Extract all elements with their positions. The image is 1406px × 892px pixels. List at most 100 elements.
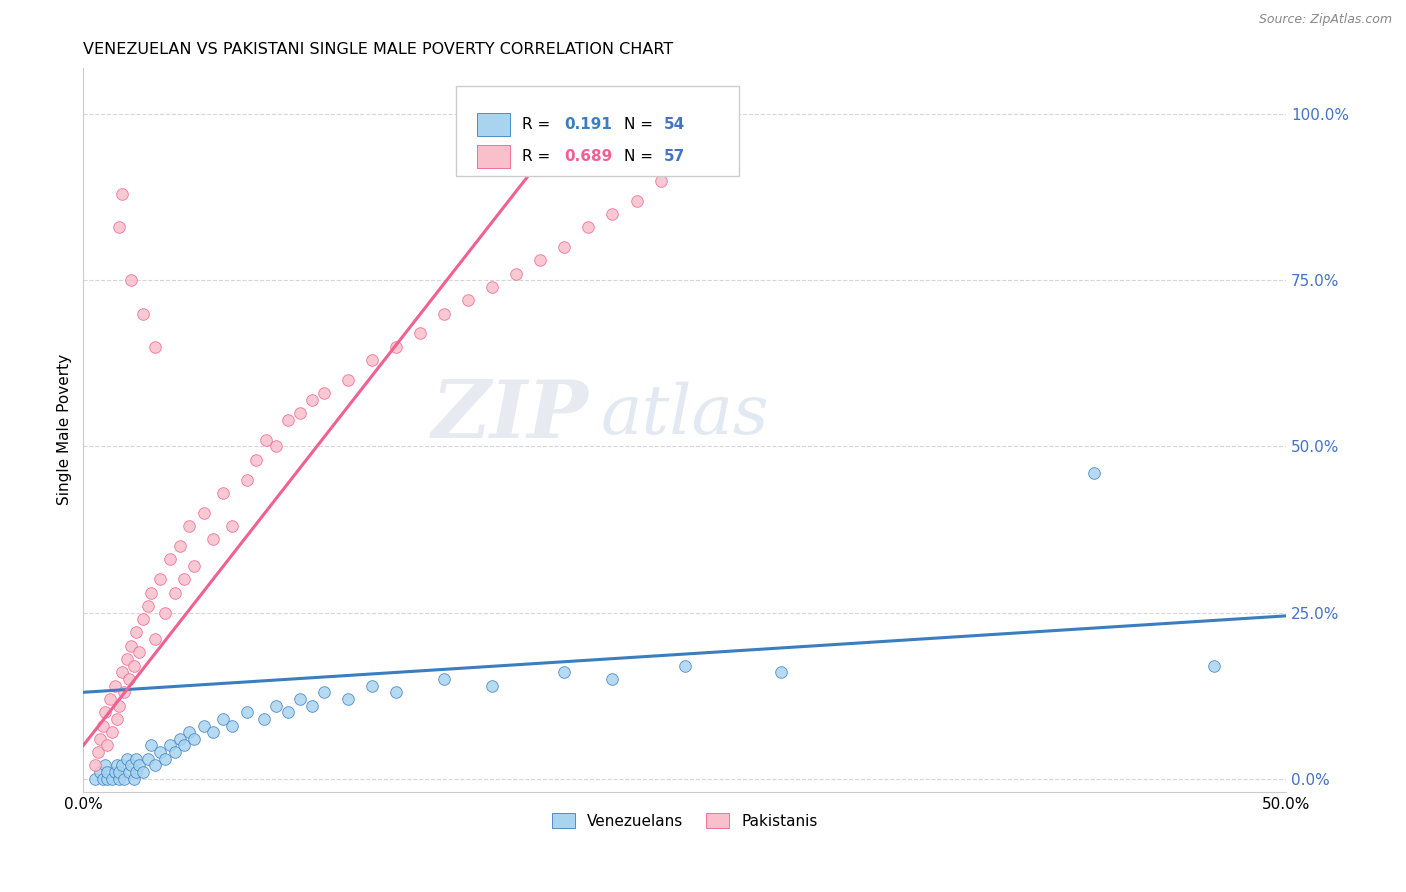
Point <box>115 652 138 666</box>
Point <box>149 572 172 586</box>
Point <box>361 353 384 368</box>
Point <box>132 306 155 320</box>
Point <box>336 373 359 387</box>
Point <box>409 326 432 341</box>
Point <box>183 559 205 574</box>
Point <box>650 173 672 187</box>
Point <box>122 658 145 673</box>
Text: R =: R = <box>522 149 555 164</box>
Point <box>245 452 267 467</box>
Point <box>108 698 131 713</box>
Point <box>105 758 128 772</box>
Point <box>111 758 134 772</box>
Point <box>505 267 527 281</box>
Y-axis label: Single Male Poverty: Single Male Poverty <box>58 354 72 506</box>
Point <box>553 665 575 680</box>
Point <box>136 752 159 766</box>
Point <box>132 612 155 626</box>
Point <box>103 764 125 779</box>
Point <box>211 486 233 500</box>
Text: R =: R = <box>522 117 555 132</box>
Point <box>118 764 141 779</box>
Point <box>264 439 287 453</box>
Point <box>481 280 503 294</box>
Point <box>433 306 456 320</box>
Point <box>288 406 311 420</box>
Point <box>96 764 118 779</box>
Point <box>163 585 186 599</box>
Point <box>277 705 299 719</box>
Point <box>84 758 107 772</box>
Point <box>125 752 148 766</box>
Point <box>145 632 167 647</box>
Point <box>120 758 142 772</box>
Point <box>136 599 159 613</box>
FancyBboxPatch shape <box>456 86 738 177</box>
Point <box>277 413 299 427</box>
Point <box>578 220 600 235</box>
Point <box>301 392 323 407</box>
Point <box>89 731 111 746</box>
Text: atlas: atlas <box>600 382 769 449</box>
Point <box>529 253 551 268</box>
Point <box>125 764 148 779</box>
Point <box>111 186 134 201</box>
Point <box>98 692 121 706</box>
Point <box>236 705 259 719</box>
Text: N =: N = <box>624 149 658 164</box>
Point <box>108 220 131 235</box>
Point <box>202 725 225 739</box>
Point <box>139 739 162 753</box>
Point <box>457 293 479 308</box>
Point <box>115 752 138 766</box>
Point <box>108 764 131 779</box>
Point <box>336 692 359 706</box>
Point <box>159 739 181 753</box>
Point <box>301 698 323 713</box>
Point <box>89 764 111 779</box>
Point <box>173 739 195 753</box>
Point <box>111 665 134 680</box>
Legend: Venezuelans, Pakistanis: Venezuelans, Pakistanis <box>546 807 824 835</box>
Point <box>120 273 142 287</box>
Point <box>602 207 624 221</box>
Point <box>236 473 259 487</box>
Point <box>118 672 141 686</box>
Point <box>211 712 233 726</box>
Point <box>193 718 215 732</box>
Point <box>264 698 287 713</box>
Point <box>288 692 311 706</box>
Point <box>105 712 128 726</box>
Point <box>361 679 384 693</box>
Point <box>385 340 408 354</box>
Point <box>169 539 191 553</box>
Point <box>149 745 172 759</box>
Point <box>101 725 124 739</box>
Point <box>253 712 276 726</box>
Point <box>153 752 176 766</box>
Point <box>163 745 186 759</box>
Text: 0.191: 0.191 <box>564 117 612 132</box>
Text: Source: ZipAtlas.com: Source: ZipAtlas.com <box>1258 13 1392 27</box>
Text: VENEZUELAN VS PAKISTANI SINGLE MALE POVERTY CORRELATION CHART: VENEZUELAN VS PAKISTANI SINGLE MALE POVE… <box>83 42 673 57</box>
Point <box>128 758 150 772</box>
Point <box>128 645 150 659</box>
Point <box>112 772 135 786</box>
Point <box>125 625 148 640</box>
Point <box>433 672 456 686</box>
Point <box>553 240 575 254</box>
Text: 54: 54 <box>664 117 686 132</box>
Point <box>145 758 167 772</box>
Point <box>108 772 131 786</box>
Point <box>91 772 114 786</box>
Point <box>183 731 205 746</box>
Point <box>139 585 162 599</box>
Point <box>221 519 243 533</box>
Point <box>312 386 335 401</box>
Point <box>179 725 201 739</box>
Text: N =: N = <box>624 117 658 132</box>
Point <box>84 772 107 786</box>
Point <box>385 685 408 699</box>
Point <box>673 658 696 673</box>
Point <box>159 552 181 566</box>
